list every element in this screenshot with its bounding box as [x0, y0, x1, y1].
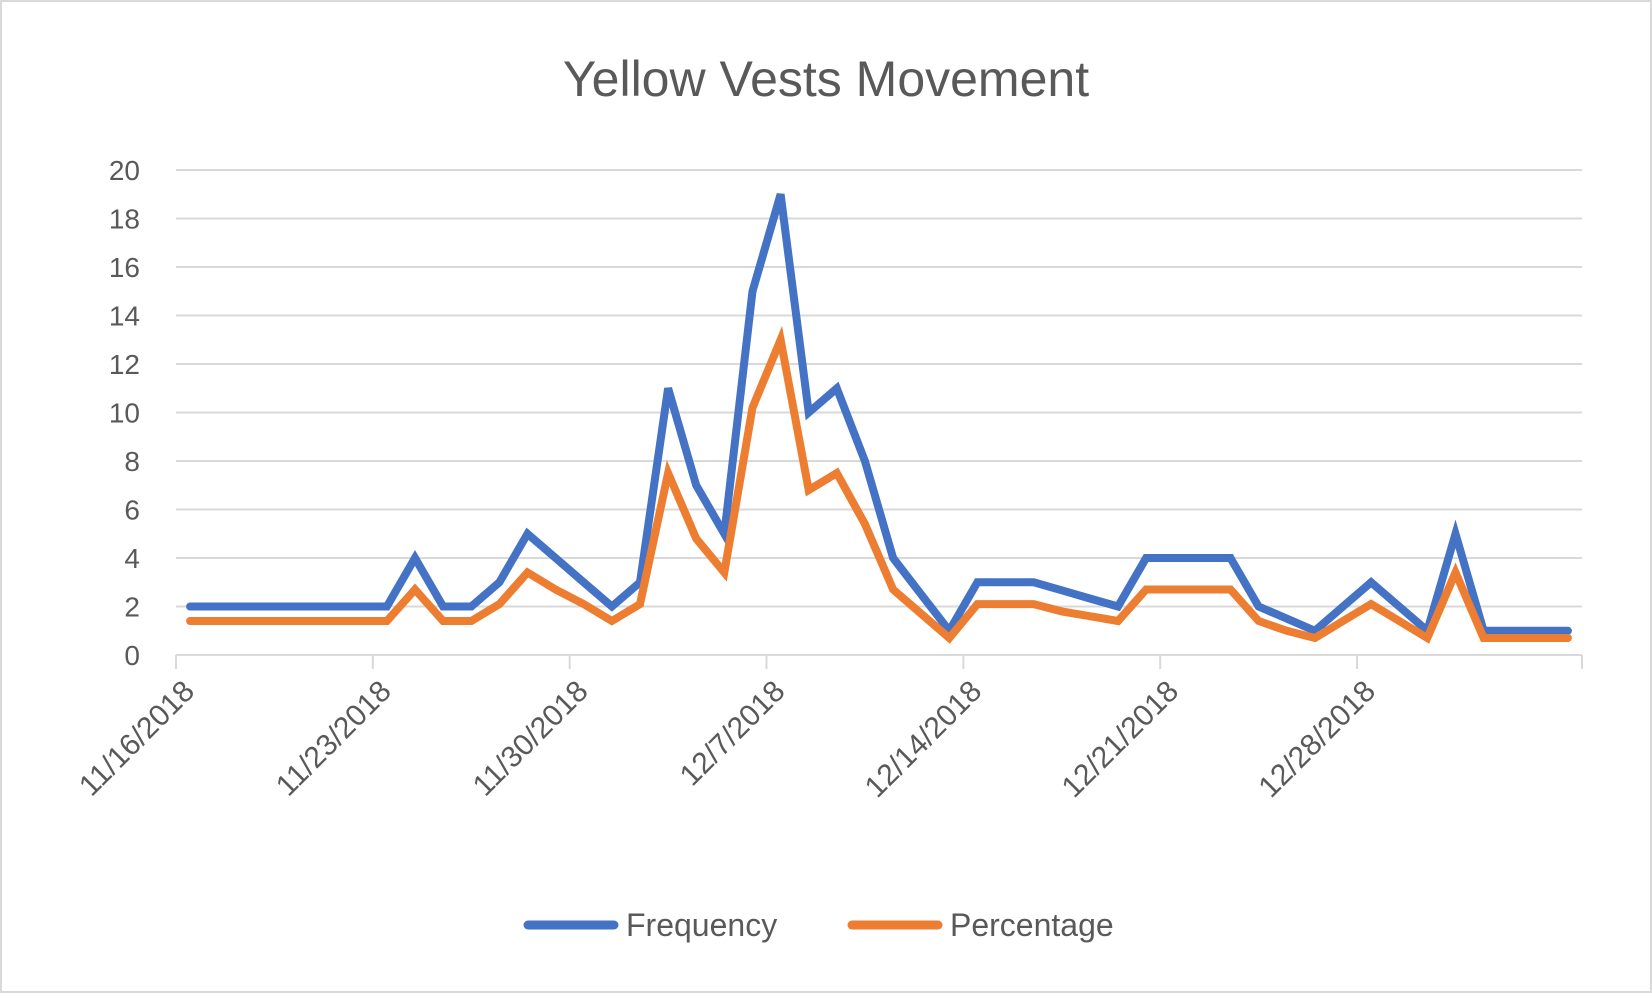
legend-item-percentage: Percentage: [847, 907, 1114, 943]
y-tick-label: 12: [109, 349, 140, 380]
series-line-frequency: [186, 193, 1572, 638]
legend: Frequency Percentage: [523, 907, 1114, 943]
chart-title: Yellow Vests Movement: [563, 51, 1089, 107]
x-tick-label: 12/21/2018: [1056, 675, 1186, 805]
y-tick-label: 2: [124, 592, 140, 623]
legend-label-frequency: Frequency: [626, 907, 777, 943]
series-lines: [186, 193, 1572, 644]
x-tick-label: 12/7/2018: [674, 675, 792, 793]
x-tick-label: 11/30/2018: [467, 675, 595, 803]
x-tick-label: 11/23/2018: [270, 675, 398, 803]
x-tick-label: 11/16/2018: [73, 675, 201, 803]
y-axis-ticks: 0 2 4 6 8 10 12 14 16 18 20: [109, 155, 140, 671]
gridlines: [176, 169, 1582, 608]
y-tick-label: 10: [109, 398, 140, 429]
y-tick-label: 16: [109, 252, 140, 283]
x-tick-label: 12/28/2018: [1252, 675, 1382, 805]
y-tick-label: 18: [109, 204, 140, 235]
y-tick-label: 20: [109, 155, 140, 186]
y-tick-label: 14: [109, 301, 140, 332]
y-tick-label: 6: [124, 495, 140, 526]
y-tick-label: 0: [124, 640, 140, 671]
y-tick-label: 4: [124, 543, 140, 574]
x-axis-ticks: 11/16/2018 11/23/2018 11/30/2018 12/7/2018 1…: [73, 655, 1583, 805]
y-tick-label: 8: [124, 446, 140, 477]
x-tick-label: 12/14/2018: [859, 675, 989, 805]
legend-label-percentage: Percentage: [950, 907, 1114, 943]
legend-item-frequency: Frequency: [523, 907, 777, 943]
series-line-percentage: [186, 325, 1572, 644]
